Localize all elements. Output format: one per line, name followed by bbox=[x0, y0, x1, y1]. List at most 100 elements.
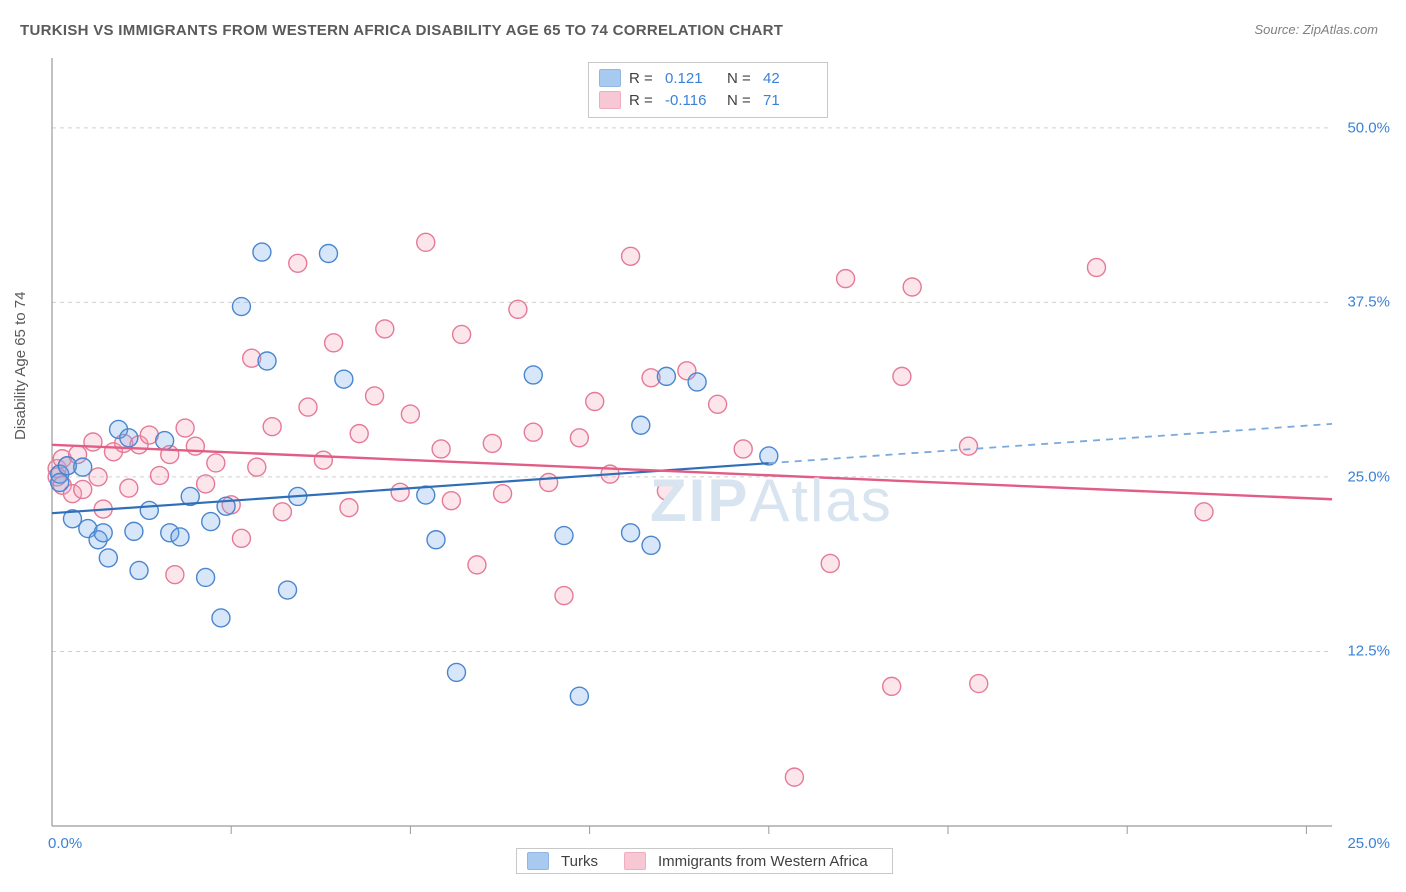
data-point bbox=[893, 367, 911, 385]
legend-series-label: Turks bbox=[561, 853, 598, 870]
data-point bbox=[350, 425, 368, 443]
data-point bbox=[140, 501, 158, 519]
data-point bbox=[156, 432, 174, 450]
data-point bbox=[622, 524, 640, 542]
legend-n-label: N = bbox=[727, 70, 755, 87]
data-point bbox=[570, 687, 588, 705]
x-tick-label: 25.0% bbox=[1347, 835, 1390, 852]
data-point bbox=[632, 416, 650, 434]
data-point bbox=[524, 423, 542, 441]
data-point bbox=[94, 524, 112, 542]
data-point bbox=[837, 270, 855, 288]
data-point bbox=[289, 254, 307, 272]
data-point bbox=[657, 367, 675, 385]
data-point bbox=[442, 492, 460, 510]
data-point bbox=[151, 467, 169, 485]
data-point bbox=[99, 549, 117, 567]
data-point bbox=[258, 352, 276, 370]
data-point bbox=[734, 440, 752, 458]
data-point bbox=[391, 483, 409, 501]
data-point bbox=[468, 556, 486, 574]
y-tick-label: 12.5% bbox=[1347, 643, 1390, 660]
data-point bbox=[279, 581, 297, 599]
data-point bbox=[319, 244, 337, 262]
data-point bbox=[657, 482, 675, 500]
data-point bbox=[417, 233, 435, 251]
data-point bbox=[570, 429, 588, 447]
data-point bbox=[401, 405, 419, 423]
y-tick-label: 25.0% bbox=[1347, 468, 1390, 485]
data-point bbox=[903, 278, 921, 296]
data-point bbox=[642, 536, 660, 554]
data-point bbox=[785, 768, 803, 786]
legend-r-value: -0.116 bbox=[665, 92, 719, 109]
data-point bbox=[494, 485, 512, 503]
data-point bbox=[555, 587, 573, 605]
data-point bbox=[84, 433, 102, 451]
data-point bbox=[1195, 503, 1213, 521]
data-point bbox=[555, 527, 573, 545]
data-point bbox=[314, 451, 332, 469]
trend-line-extrapolated bbox=[769, 424, 1332, 463]
data-point bbox=[366, 387, 384, 405]
data-point bbox=[166, 566, 184, 584]
data-point bbox=[417, 486, 435, 504]
data-point bbox=[202, 513, 220, 531]
data-point bbox=[74, 458, 92, 476]
trend-line bbox=[52, 445, 1332, 499]
legend-swatch bbox=[527, 852, 549, 870]
data-point bbox=[212, 609, 230, 627]
data-point bbox=[524, 366, 542, 384]
data-point bbox=[273, 503, 291, 521]
chart-title: TURKISH VS IMMIGRANTS FROM WESTERN AFRIC… bbox=[20, 22, 783, 39]
data-point bbox=[540, 473, 558, 491]
data-point bbox=[688, 373, 706, 391]
data-point bbox=[253, 243, 271, 261]
data-point bbox=[509, 300, 527, 318]
source-attribution: Source: ZipAtlas.com bbox=[1254, 22, 1378, 37]
data-point bbox=[74, 480, 92, 498]
data-point bbox=[263, 418, 281, 436]
legend-series-label: Immigrants from Western Africa bbox=[658, 853, 868, 870]
data-point bbox=[176, 419, 194, 437]
legend-swatch bbox=[599, 91, 621, 109]
data-point bbox=[376, 320, 394, 338]
legend-row: R =0.121N =42 bbox=[599, 67, 817, 89]
y-tick-label: 50.0% bbox=[1347, 119, 1390, 136]
data-point bbox=[232, 529, 250, 547]
data-point bbox=[186, 437, 204, 455]
data-point bbox=[125, 522, 143, 540]
data-point bbox=[586, 393, 604, 411]
data-point bbox=[335, 370, 353, 388]
data-point bbox=[130, 561, 148, 579]
legend-n-value: 42 bbox=[763, 70, 817, 87]
legend-n-label: N = bbox=[727, 92, 755, 109]
data-point bbox=[959, 437, 977, 455]
data-point bbox=[427, 531, 445, 549]
data-point bbox=[432, 440, 450, 458]
legend-swatch bbox=[599, 69, 621, 87]
data-point bbox=[120, 429, 138, 447]
data-point bbox=[340, 499, 358, 517]
data-point bbox=[483, 434, 501, 452]
data-point bbox=[232, 298, 250, 316]
data-point bbox=[120, 479, 138, 497]
data-point bbox=[171, 528, 189, 546]
data-point bbox=[447, 663, 465, 681]
legend-swatch bbox=[624, 852, 646, 870]
data-point bbox=[622, 247, 640, 265]
data-point bbox=[197, 475, 215, 493]
x-tick-label: 0.0% bbox=[48, 835, 82, 852]
y-tick-label: 37.5% bbox=[1347, 294, 1390, 311]
legend-row: R =-0.116N =71 bbox=[599, 89, 817, 111]
series-legend: Turks Immigrants from Western Africa bbox=[516, 848, 893, 874]
y-axis-label: Disability Age 65 to 74 bbox=[12, 292, 29, 440]
legend-r-value: 0.121 bbox=[665, 70, 719, 87]
data-point bbox=[207, 454, 225, 472]
data-point bbox=[821, 554, 839, 572]
data-point bbox=[883, 677, 901, 695]
data-point bbox=[299, 398, 317, 416]
data-point bbox=[1087, 258, 1105, 276]
data-point bbox=[453, 325, 471, 343]
data-point bbox=[325, 334, 343, 352]
